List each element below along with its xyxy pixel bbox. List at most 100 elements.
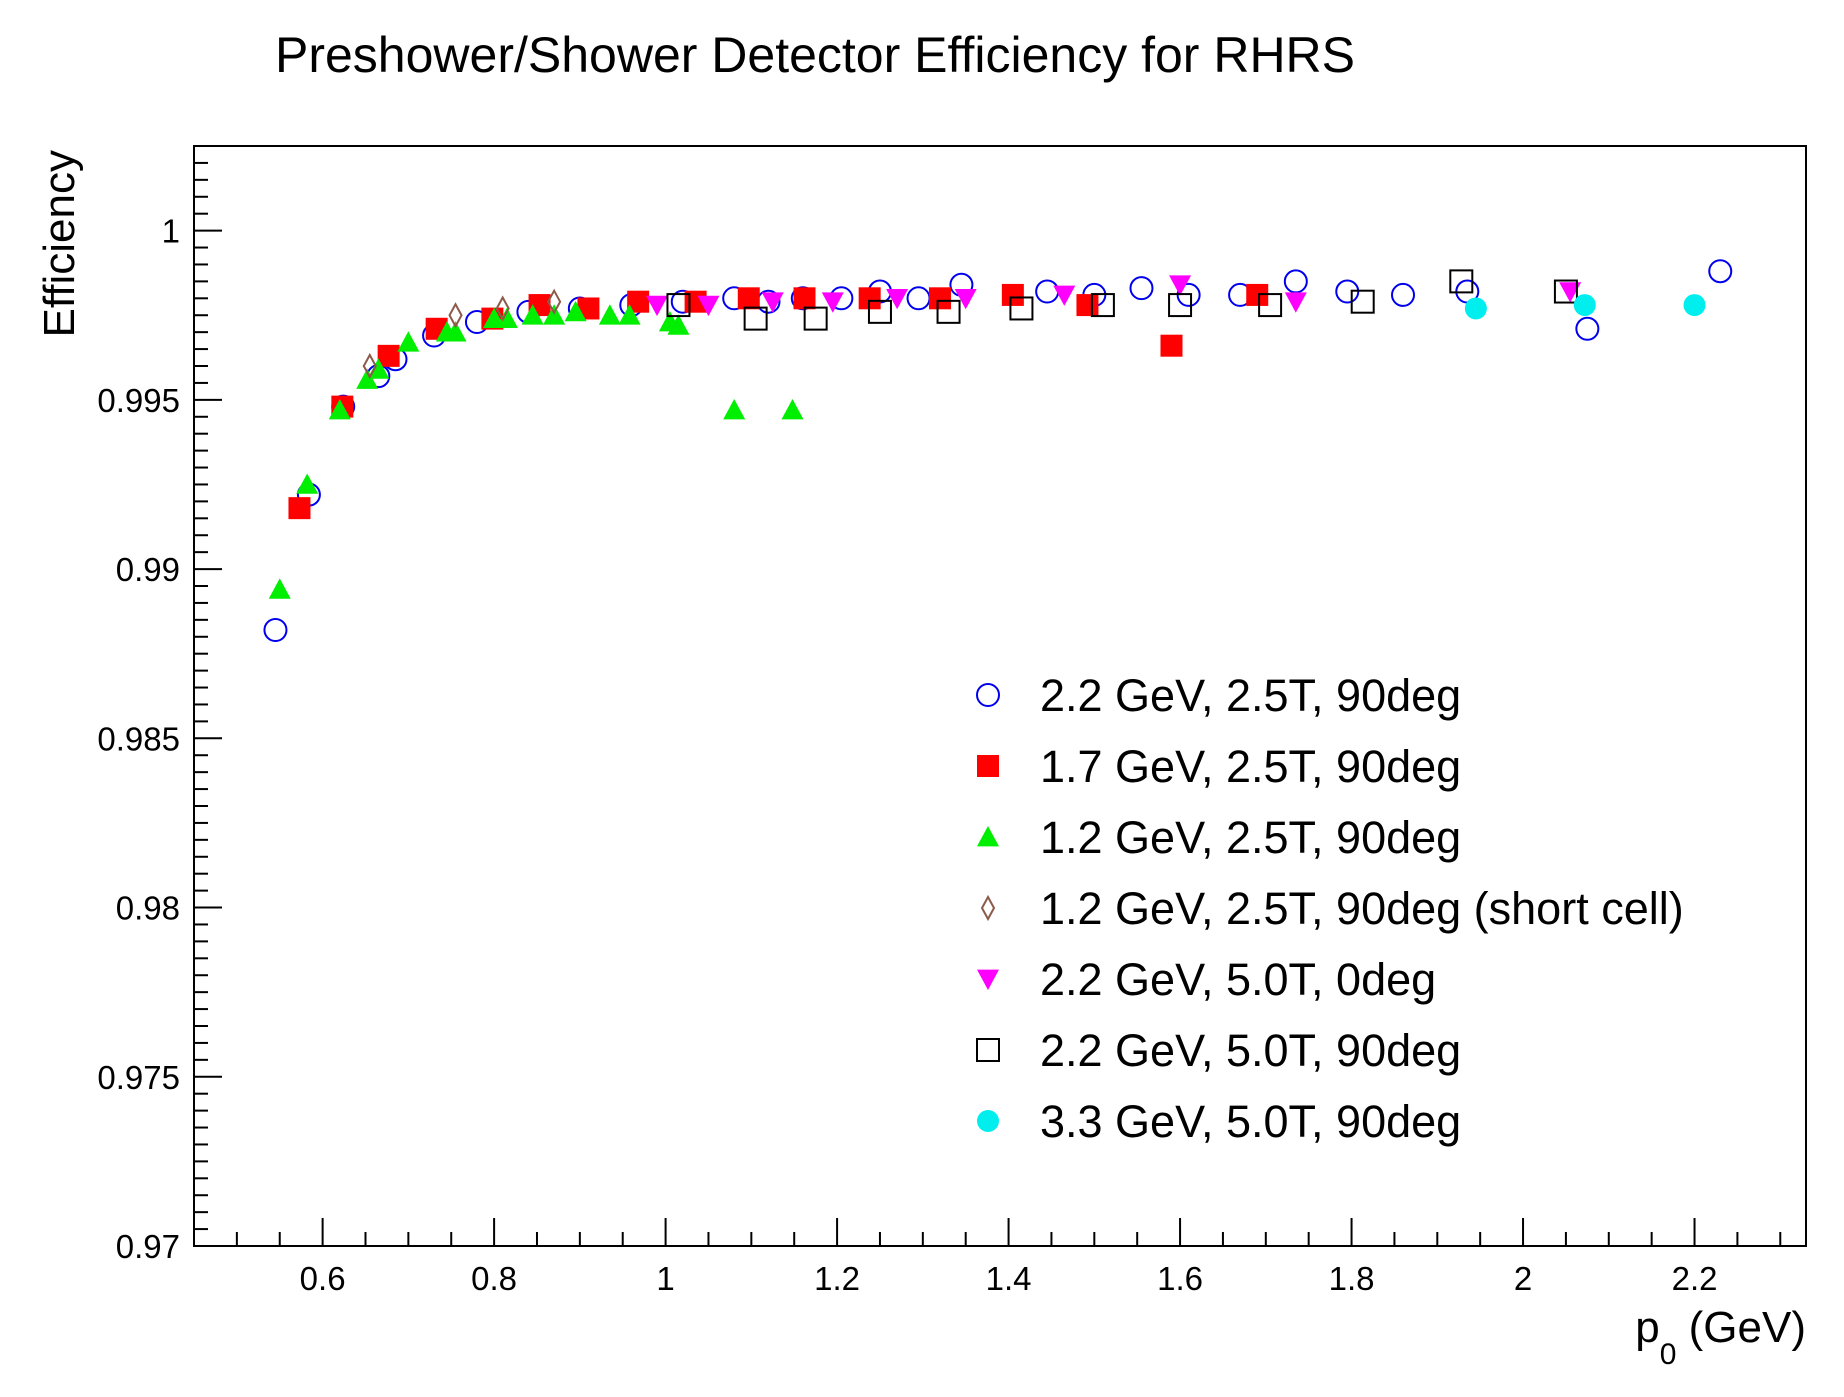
data-point: [1168, 293, 1193, 318]
legend-entry: 3.3 GeV, 5.0T, 90deg: [977, 1096, 1461, 1147]
data-point: [1090, 293, 1115, 318]
data-point: [263, 618, 288, 642]
y-tick-label: 0.975: [97, 1059, 180, 1096]
series-filled-square: [288, 283, 1269, 520]
data-point: [1559, 282, 1582, 303]
legend: 2.2 GeV, 2.5T, 90deg 1.7 GeV, 2.5T, 90deg…: [976, 670, 1684, 1147]
chart-title: Preshower/Shower Detector Efficiency for…: [275, 27, 1355, 83]
data-point: [328, 399, 351, 420]
legend-label: 1.2 GeV, 2.5T, 90deg: [1040, 812, 1461, 863]
data-point: [356, 368, 379, 389]
data-point: [737, 287, 760, 310]
legend-label: 3.3 GeV, 5.0T, 90deg: [1040, 1096, 1461, 1147]
y-tick-label: 0.98: [116, 890, 180, 927]
data-point: [577, 297, 600, 320]
plot-frame: [193, 145, 1807, 1247]
x-tick-label: 0.6: [300, 1260, 346, 1297]
series-filled-circle: [1464, 294, 1706, 320]
x-tick-label: 2.2: [1672, 1260, 1718, 1297]
data-point: [1553, 279, 1578, 304]
legend-label: 2.2 GeV, 2.5T, 90deg: [1040, 670, 1461, 721]
y-tick-label: 1: [162, 213, 180, 250]
data-point: [1009, 296, 1034, 321]
data-point: [1035, 279, 1060, 304]
data-point: [803, 306, 828, 331]
data-point: [495, 307, 518, 328]
x-tick-label: 2: [1514, 1260, 1532, 1297]
data-point: [397, 331, 420, 352]
data-point: [1284, 292, 1307, 313]
data-point: [781, 399, 804, 420]
data-point: [1573, 294, 1596, 317]
data-point: [743, 306, 768, 331]
data-point: [288, 497, 311, 520]
data-point: [646, 295, 669, 317]
data-point: [954, 288, 977, 310]
x-tick-label: 1.2: [814, 1260, 860, 1297]
x-axis: 0.6 0.8 1 1.2 1.4 1.6 1.8 2 2.2: [235, 1218, 1782, 1297]
x-axis-title-subscript: 0: [1660, 1338, 1677, 1371]
legend-marker: [977, 826, 999, 847]
series-filled-triangle-up: [268, 300, 804, 599]
y-tick-label: 0.99: [116, 551, 180, 588]
data-point: [821, 292, 844, 313]
data-point: [598, 304, 621, 325]
legend-marker: [976, 1038, 1000, 1062]
legend-entry: 1.7 GeV, 2.5T, 90deg: [977, 741, 1461, 792]
data-point: [1683, 294, 1706, 317]
x-tick-label: 1.8: [1329, 1260, 1375, 1297]
data-point: [618, 304, 641, 325]
data-point: [1076, 294, 1099, 317]
data-point: [521, 304, 544, 325]
data-point: [666, 293, 691, 318]
data-point: [627, 290, 650, 313]
data-point: [1246, 283, 1269, 306]
data-point: [867, 299, 892, 324]
legend-entry: 1.2 GeV, 2.5T, 90deg: [977, 812, 1461, 863]
data-point: [1449, 269, 1474, 294]
data-point: [1391, 282, 1415, 307]
data-point: [697, 295, 720, 317]
data-point: [1160, 334, 1183, 357]
plot-border: [193, 145, 1807, 1247]
legend-label: 2.2 GeV, 5.0T, 0deg: [1040, 954, 1436, 1005]
legend-entry: 2.2 GeV, 5.0T, 90deg: [976, 1025, 1461, 1076]
data-point: [448, 302, 463, 329]
data-point: [1708, 259, 1733, 284]
data-point: [667, 314, 690, 335]
data-point: [1129, 276, 1154, 301]
data-point: [723, 399, 746, 420]
data-point: [936, 299, 961, 324]
legend-label: 1.2 GeV, 2.5T, 90deg (short cell): [1040, 883, 1684, 934]
legend-marker: [977, 755, 999, 777]
x-axis-title-main: p: [1635, 1303, 1659, 1352]
x-tick-label: 0.8: [471, 1260, 517, 1297]
data-point: [886, 288, 909, 310]
data-point: [546, 288, 562, 315]
x-tick-label: 1.4: [986, 1260, 1032, 1297]
y-axis: 0.97 0.975 0.98 0.985 0.99 0.995 1: [97, 145, 222, 1265]
data-point: [444, 321, 467, 342]
data-point: [1350, 289, 1375, 314]
data-point: [1283, 269, 1308, 294]
x-tick-label: 1: [656, 1260, 674, 1297]
x-tick-label: 1.6: [1157, 1260, 1203, 1297]
data-point: [858, 287, 881, 310]
legend-entry: 2.2 GeV, 2.5T, 90deg: [976, 670, 1461, 721]
data-point: [1169, 275, 1192, 296]
data-point: [296, 473, 319, 494]
series-filled-triangle-down: [646, 275, 1582, 317]
data-point: [377, 344, 400, 367]
y-tick-label: 0.985: [97, 720, 180, 757]
legend-marker: [976, 683, 1000, 707]
data-point: [928, 287, 951, 310]
data-point: [793, 287, 816, 310]
series-open-square: [666, 269, 1578, 331]
data-point: [1464, 297, 1487, 320]
data-points: [263, 259, 1733, 642]
y-tick-label: 0.995: [97, 382, 180, 419]
legend-label: 2.2 GeV, 5.0T, 90deg: [1040, 1025, 1461, 1076]
legend-label: 1.7 GeV, 2.5T, 90deg: [1040, 741, 1461, 792]
